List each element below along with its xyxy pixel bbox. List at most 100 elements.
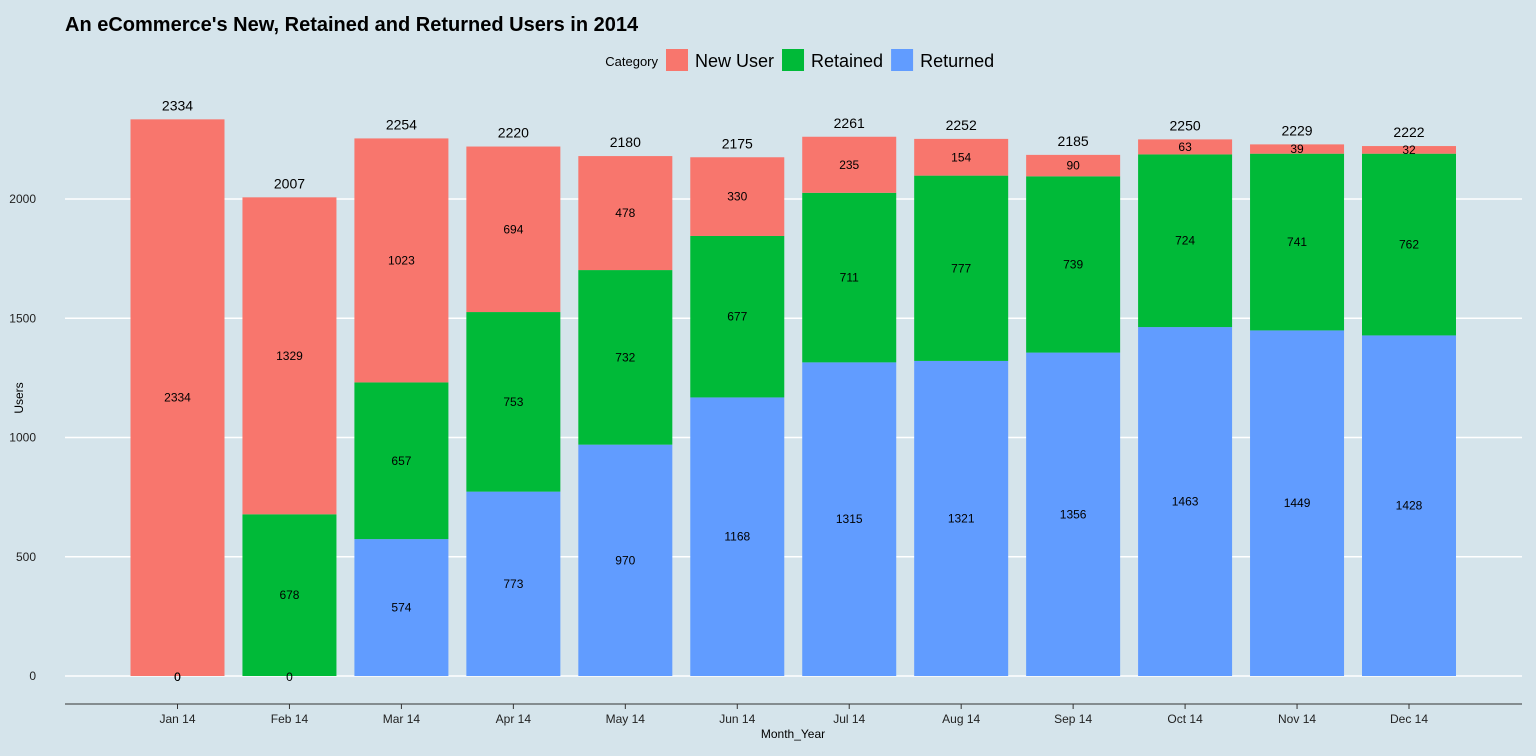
segment-label-retained: 732 <box>615 350 635 364</box>
bar-segment-retained <box>466 312 561 492</box>
bar-segment-returned <box>466 491 561 676</box>
segment-label-retained: 739 <box>1063 257 1083 271</box>
segment-label-retained: 677 <box>727 310 747 324</box>
y-axis-title: Users <box>12 382 26 413</box>
legend-swatch-returned <box>891 49 914 71</box>
x-tick-label: Jun 14 <box>719 712 755 726</box>
bar-segment-retained <box>1362 153 1456 336</box>
segment-label-new-user: 2334 <box>164 391 191 405</box>
bar-segment-retained <box>1026 176 1121 353</box>
segment-label-new-user: 90 <box>1066 159 1080 173</box>
bar-total-label: 2250 <box>1170 117 1201 133</box>
bar-segment-returned <box>802 362 897 676</box>
y-tick-label: 0 <box>29 669 36 683</box>
x-tick-label: Jan 14 <box>159 712 195 726</box>
x-axis-title: Month_Year <box>761 727 825 741</box>
segment-label-new-user: 330 <box>727 190 747 204</box>
x-tick-label: Mar 14 <box>383 712 421 726</box>
x-tick-label: Nov 14 <box>1278 712 1316 726</box>
bar-segment-new-user <box>130 119 225 676</box>
segment-label-new-user: 63 <box>1178 140 1192 154</box>
segment-label-returned: 574 <box>391 601 411 615</box>
segment-label-new-user: 1023 <box>388 253 415 267</box>
bar-total-label: 2007 <box>274 175 305 191</box>
bar-segment-new-user <box>1362 146 1456 154</box>
segment-label-returned: 1315 <box>836 512 863 526</box>
bar-total-label: 2261 <box>834 115 865 131</box>
bar-segment-new-user <box>1250 144 1345 154</box>
segment-label-new-user: 39 <box>1290 142 1304 156</box>
bar-total-label: 2229 <box>1281 122 1312 138</box>
legend-swatch-new-user <box>666 49 688 71</box>
legend: Category New User Retained Returned <box>605 49 994 71</box>
bar-total-label: 2220 <box>498 125 529 141</box>
bar-total-label: 2222 <box>1393 124 1424 140</box>
bar-segment-new-user <box>690 157 785 236</box>
bar-total-label: 2175 <box>722 135 753 151</box>
bar-segment-returned <box>690 397 785 676</box>
bar-total-label: 2254 <box>386 116 417 132</box>
segment-label-returned: 1168 <box>724 530 750 544</box>
segment-label-returned: 1428 <box>1396 499 1423 513</box>
segment-label-returned: 0 <box>286 670 293 684</box>
segment-label-retained: 724 <box>1175 234 1195 248</box>
bar-segment-retained <box>242 514 337 676</box>
segment-label-new-user: 235 <box>839 158 859 172</box>
segment-label-returned: 1356 <box>1060 507 1087 521</box>
x-tick-label: Apr 14 <box>496 712 532 726</box>
bar-segment-returned <box>1138 327 1233 676</box>
bar-total-label: 2252 <box>946 117 977 133</box>
axes: 0 500 1000 1500 2000 Jan 14 Feb 14 Mar 14 Apr 14… <box>9 192 1522 726</box>
y-tick-label: 1500 <box>9 311 36 325</box>
legend-label-retained: Retained <box>811 51 883 71</box>
x-tick-label: May 14 <box>606 712 646 726</box>
bar-segment-new-user <box>354 138 449 383</box>
x-tick-label: Sep 14 <box>1054 712 1092 726</box>
segment-label-new-user: 1329 <box>276 349 303 363</box>
legend-title: Category <box>605 54 658 69</box>
bar-segment-new-user <box>1138 139 1233 155</box>
bar-segment-retained <box>1250 153 1345 331</box>
bar-segment-retained <box>802 192 897 363</box>
segment-label-retained: 777 <box>951 261 971 275</box>
bar-segment-returned <box>1362 335 1456 676</box>
bar-segment-returned <box>578 444 673 676</box>
y-tick-label: 500 <box>16 550 36 564</box>
segment-label-retained: 762 <box>1399 238 1419 252</box>
bar-total-label: 2185 <box>1058 133 1089 149</box>
legend-label-new-user: New User <box>695 51 774 71</box>
segment-label-returned: 1321 <box>948 511 975 525</box>
segment-label-retained: 753 <box>503 395 523 409</box>
bar-total-label: 2334 <box>162 97 193 113</box>
legend-swatch-retained <box>782 49 805 71</box>
bar-segment-new-user <box>914 138 1009 176</box>
legend-label-returned: Returned <box>920 51 994 71</box>
bar-segment-retained <box>690 235 785 398</box>
bar-segment-new-user <box>802 136 897 193</box>
bars <box>130 119 1456 676</box>
bar-segment-retained <box>1138 154 1233 328</box>
chart-title: An eCommerce's New, Retained and Returne… <box>65 14 639 36</box>
segment-label-retained: 0 <box>174 670 181 684</box>
segment-label-new-user: 154 <box>951 150 971 164</box>
segment-label-retained: 741 <box>1287 235 1307 249</box>
y-tick-label: 2000 <box>9 192 36 206</box>
x-tick-label: Jul 14 <box>833 712 865 726</box>
bar-segment-retained <box>354 382 449 540</box>
segment-label-retained: 711 <box>840 271 859 285</box>
bar-segment-new-user <box>466 146 561 313</box>
x-tick-label: Feb 14 <box>271 712 309 726</box>
data-labels: 0023342334067813292007574657102322547737… <box>162 97 1425 684</box>
x-tick-label: Aug 14 <box>942 712 980 726</box>
segment-label-new-user: 32 <box>1402 143 1416 157</box>
bar-segment-returned <box>1250 330 1345 676</box>
bar-segment-new-user <box>242 197 337 515</box>
bar-segment-returned <box>354 539 449 676</box>
segment-label-returned: 773 <box>503 577 523 591</box>
segment-label-retained: 657 <box>391 454 411 468</box>
y-tick-label: 1000 <box>9 431 36 445</box>
bar-segment-new-user <box>578 156 673 271</box>
segment-label-returned: 0 <box>174 670 181 684</box>
bar-segment-returned <box>1026 352 1121 676</box>
